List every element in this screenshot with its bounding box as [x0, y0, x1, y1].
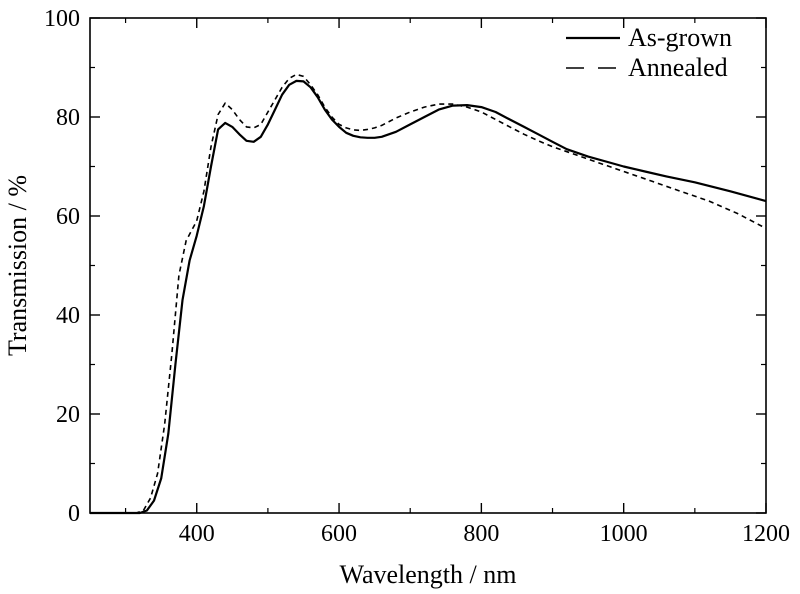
y-tick-label: 0: [68, 501, 80, 527]
series-line-as-grown: [90, 79, 767, 515]
x-tick-label: 1000: [600, 521, 648, 547]
x-tick-label: 400: [179, 521, 215, 547]
y-tick-label: 100: [44, 6, 80, 32]
legend-label: Annealed: [628, 53, 728, 82]
legend-label: As-grown: [628, 23, 732, 52]
y-tick-label: 40: [56, 303, 80, 329]
x-tick-label: 800: [463, 521, 499, 547]
series-line-annealed: [90, 73, 767, 514]
x-axis-label: Wavelength / nm: [340, 560, 517, 589]
x-tick-label: 1200: [742, 521, 790, 547]
y-axis-label: Transmission / %: [3, 175, 32, 356]
y-tick-label: 20: [56, 402, 80, 428]
x-tick-label: 600: [321, 521, 357, 547]
y-tick-label: 80: [56, 105, 80, 131]
plot-frame: [89, 17, 767, 514]
y-tick-label: 60: [56, 204, 80, 230]
